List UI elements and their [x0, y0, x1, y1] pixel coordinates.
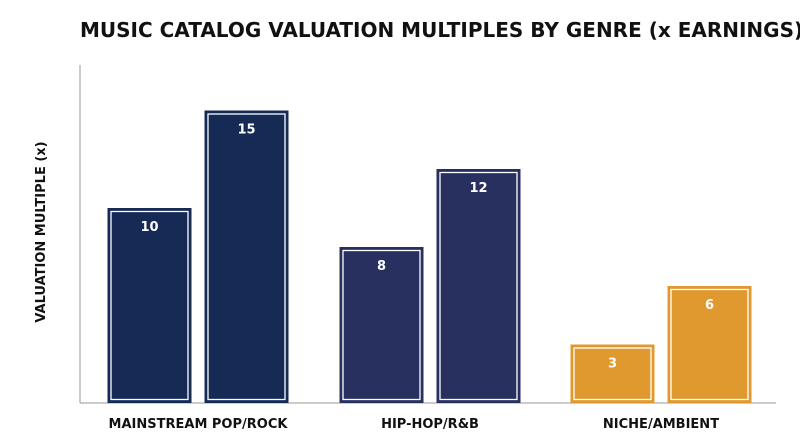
- y-axis-label: VALUATION MULTIPLE (x): [34, 141, 49, 322]
- category-label-3: NICHE/AMBIENT: [603, 417, 719, 432]
- data-label-2-2: 12: [469, 181, 487, 196]
- data-label-1-2: 15: [237, 123, 255, 138]
- bar-inner-border-3-2: [670, 288, 749, 401]
- bar-inner-border-1-2: [207, 113, 286, 401]
- bar-inner-border-2-1: [342, 249, 421, 401]
- bar-3-2: [667, 286, 752, 403]
- bar-1-2: [204, 110, 289, 403]
- data-label-2-1: 8: [377, 259, 386, 274]
- data-label-1-1: 10: [140, 220, 158, 235]
- chart-title: MUSIC CATALOG VALUATION MULTIPLES BY GEN…: [80, 18, 800, 42]
- category-label-2: HIP-HOP/R&B: [381, 417, 479, 432]
- bar-3-1: [570, 344, 655, 403]
- category-label-1: MAINSTREAM POP/ROCK: [109, 417, 289, 432]
- bar-inner-border-2-2: [439, 171, 518, 401]
- bar-inner-border-1-1: [110, 210, 189, 401]
- data-label-3-1: 3: [608, 357, 617, 372]
- bar-2-1: [339, 247, 424, 403]
- bar-1-1: [107, 208, 192, 403]
- category-labels-layer: MAINSTREAM POP/ROCK HIP-HOP/R&B NICHE/AMBI…: [109, 417, 720, 432]
- bars-layer: 10 15 8 12 3 6: [107, 110, 752, 403]
- data-label-3-2: 6: [705, 298, 714, 313]
- bar-inner-border-3-1: [573, 347, 652, 401]
- bar-2-2: [436, 169, 521, 403]
